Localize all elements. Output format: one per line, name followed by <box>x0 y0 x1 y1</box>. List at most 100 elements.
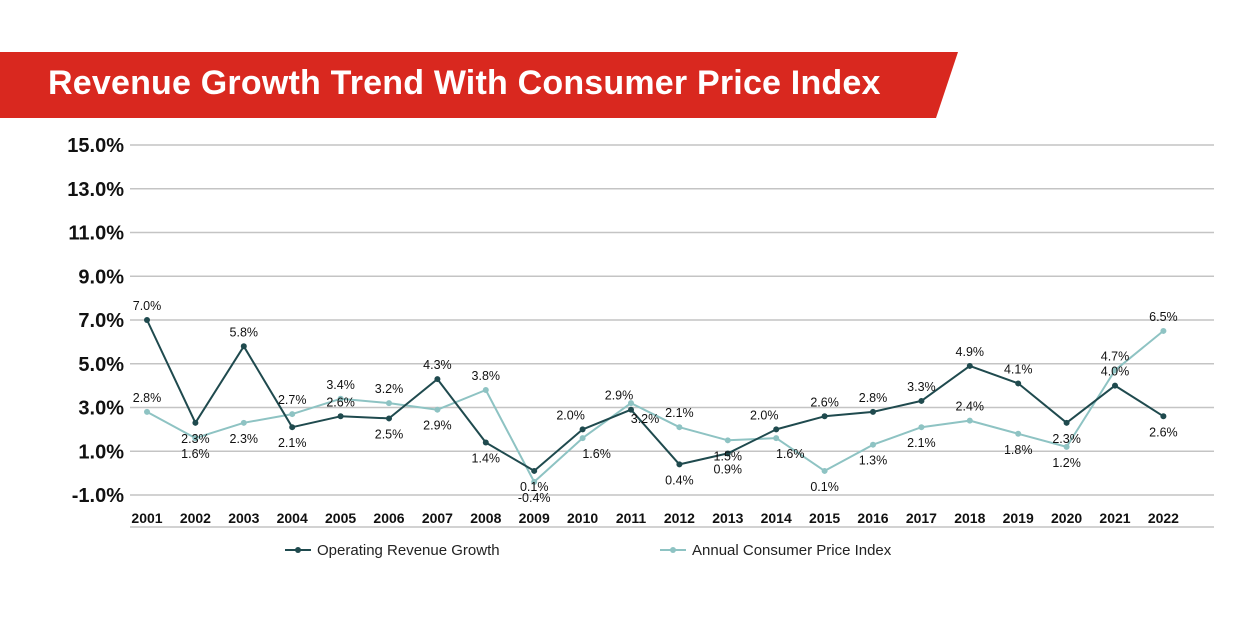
data-label: 2.1% <box>278 436 307 450</box>
data-point <box>240 419 247 426</box>
x-tick-label: 2015 <box>809 510 840 526</box>
title-banner-shape <box>0 52 958 118</box>
y-tick-label: 9.0% <box>78 266 124 288</box>
data-point <box>192 419 199 426</box>
data-point <box>821 467 828 474</box>
x-tick-label: 2021 <box>1099 510 1130 526</box>
legend-label: Annual Consumer Price Index <box>692 542 892 559</box>
data-label: 1.6% <box>181 447 210 461</box>
legend-label: Operating Revenue Growth <box>317 542 500 559</box>
data-label: 3.2% <box>375 382 404 396</box>
data-label: 2.3% <box>181 432 210 446</box>
x-tick-label: 2014 <box>761 510 792 526</box>
x-tick-label: 2017 <box>906 510 937 526</box>
data-point <box>1015 380 1022 387</box>
data-label: 2.4% <box>956 400 985 414</box>
x-tick-label: 2011 <box>616 510 647 526</box>
data-point <box>531 478 538 485</box>
y-tick-label: 7.0% <box>78 310 124 332</box>
data-point <box>289 411 296 418</box>
data-label: 4.0% <box>1101 365 1130 379</box>
data-point <box>482 439 489 446</box>
data-point <box>966 362 973 369</box>
data-point <box>870 408 876 415</box>
data-label: 2.0% <box>556 408 585 422</box>
data-point <box>966 417 973 424</box>
data-point <box>192 435 199 442</box>
data-label: 2.1% <box>665 406 694 420</box>
chart-title: Revenue Growth Trend With Consumer Price… <box>48 64 881 102</box>
data-point <box>628 400 634 407</box>
data-label: 1.5% <box>714 449 743 463</box>
data-point <box>1160 413 1167 420</box>
x-tick-label: 2012 <box>664 510 695 526</box>
x-tick-label: 2018 <box>954 510 985 526</box>
x-tick-label: 2009 <box>519 510 550 526</box>
y-tick-label: 3.0% <box>78 398 124 420</box>
y-tick-label: 5.0% <box>78 354 124 376</box>
data-point <box>918 397 925 404</box>
data-label: 3.3% <box>907 380 936 394</box>
data-point <box>337 395 344 402</box>
data-point <box>773 426 780 433</box>
data-label: 2.3% <box>230 432 259 446</box>
x-tick-label: 2010 <box>567 510 598 526</box>
data-label: 4.1% <box>1004 362 1033 376</box>
data-label: 2.0% <box>750 408 779 422</box>
data-label: 3.8% <box>472 369 501 383</box>
data-point <box>482 387 489 393</box>
y-tick-label: 1.0% <box>78 441 124 463</box>
data-label: 2.6% <box>810 395 839 409</box>
data-label: 6.5% <box>1149 310 1178 324</box>
data-point <box>434 406 441 413</box>
data-point <box>821 413 828 420</box>
data-label: 2.1% <box>907 436 936 450</box>
data-label: 1.2% <box>1052 456 1081 470</box>
data-label: 3.2% <box>631 412 660 426</box>
data-point <box>1160 327 1167 334</box>
data-label: 2.3% <box>1052 432 1081 446</box>
data-point <box>724 450 731 457</box>
x-tick-label: 2016 <box>857 510 888 526</box>
x-tick-label: 2003 <box>228 510 259 526</box>
y-tick-label: 11.0% <box>68 223 124 245</box>
data-point <box>337 413 344 420</box>
data-point <box>1015 430 1022 437</box>
data-labels: 7.0% 2.3% 5.8% 2.1% 2.6% 2.5% 4.3% 1.4% 0.1% 2.0%… <box>133 299 1178 505</box>
y-axis: 15.0% 13.0% 11.0% 9.0% 7.0% 5.0% 3.0% 1.0% -1.0% <box>67 135 124 507</box>
x-tick-label: 2013 <box>712 510 743 526</box>
data-point <box>628 406 634 413</box>
x-tick-label: 2002 <box>180 510 211 526</box>
data-point <box>676 461 683 468</box>
x-tick-label: 2007 <box>422 510 453 526</box>
data-point <box>531 467 538 474</box>
data-point <box>1063 443 1070 450</box>
data-label: 2.8% <box>133 391 162 405</box>
data-point <box>289 424 296 431</box>
data-point <box>579 435 586 442</box>
data-label: 0.9% <box>714 462 743 476</box>
data-label: 2.9% <box>605 389 634 403</box>
data-label: 1.3% <box>859 454 888 468</box>
data-label: 0.4% <box>665 473 694 487</box>
series-line <box>146 319 1164 472</box>
data-label: 1.4% <box>472 452 501 466</box>
data-label: 2.6% <box>1149 425 1178 439</box>
data-label: 2.6% <box>326 395 355 409</box>
data-label: 0.1% <box>810 480 839 494</box>
data-label: -0.4% <box>518 491 551 505</box>
data-point <box>434 376 441 383</box>
data-point <box>240 343 247 350</box>
x-tick-label: 2006 <box>373 510 404 526</box>
series-line <box>146 330 1165 483</box>
x-tick-label: 2019 <box>1003 510 1034 526</box>
x-axis: 2001 2002 2003 2004 2005 2006 2007 2008 2009 2010… <box>130 510 1214 528</box>
data-label: 1.8% <box>1004 443 1033 457</box>
data-label: 2.9% <box>423 419 452 433</box>
data-point <box>724 437 731 444</box>
data-point <box>579 426 586 433</box>
y-tick-label: 13.0% <box>67 179 124 201</box>
data-point <box>676 424 683 431</box>
